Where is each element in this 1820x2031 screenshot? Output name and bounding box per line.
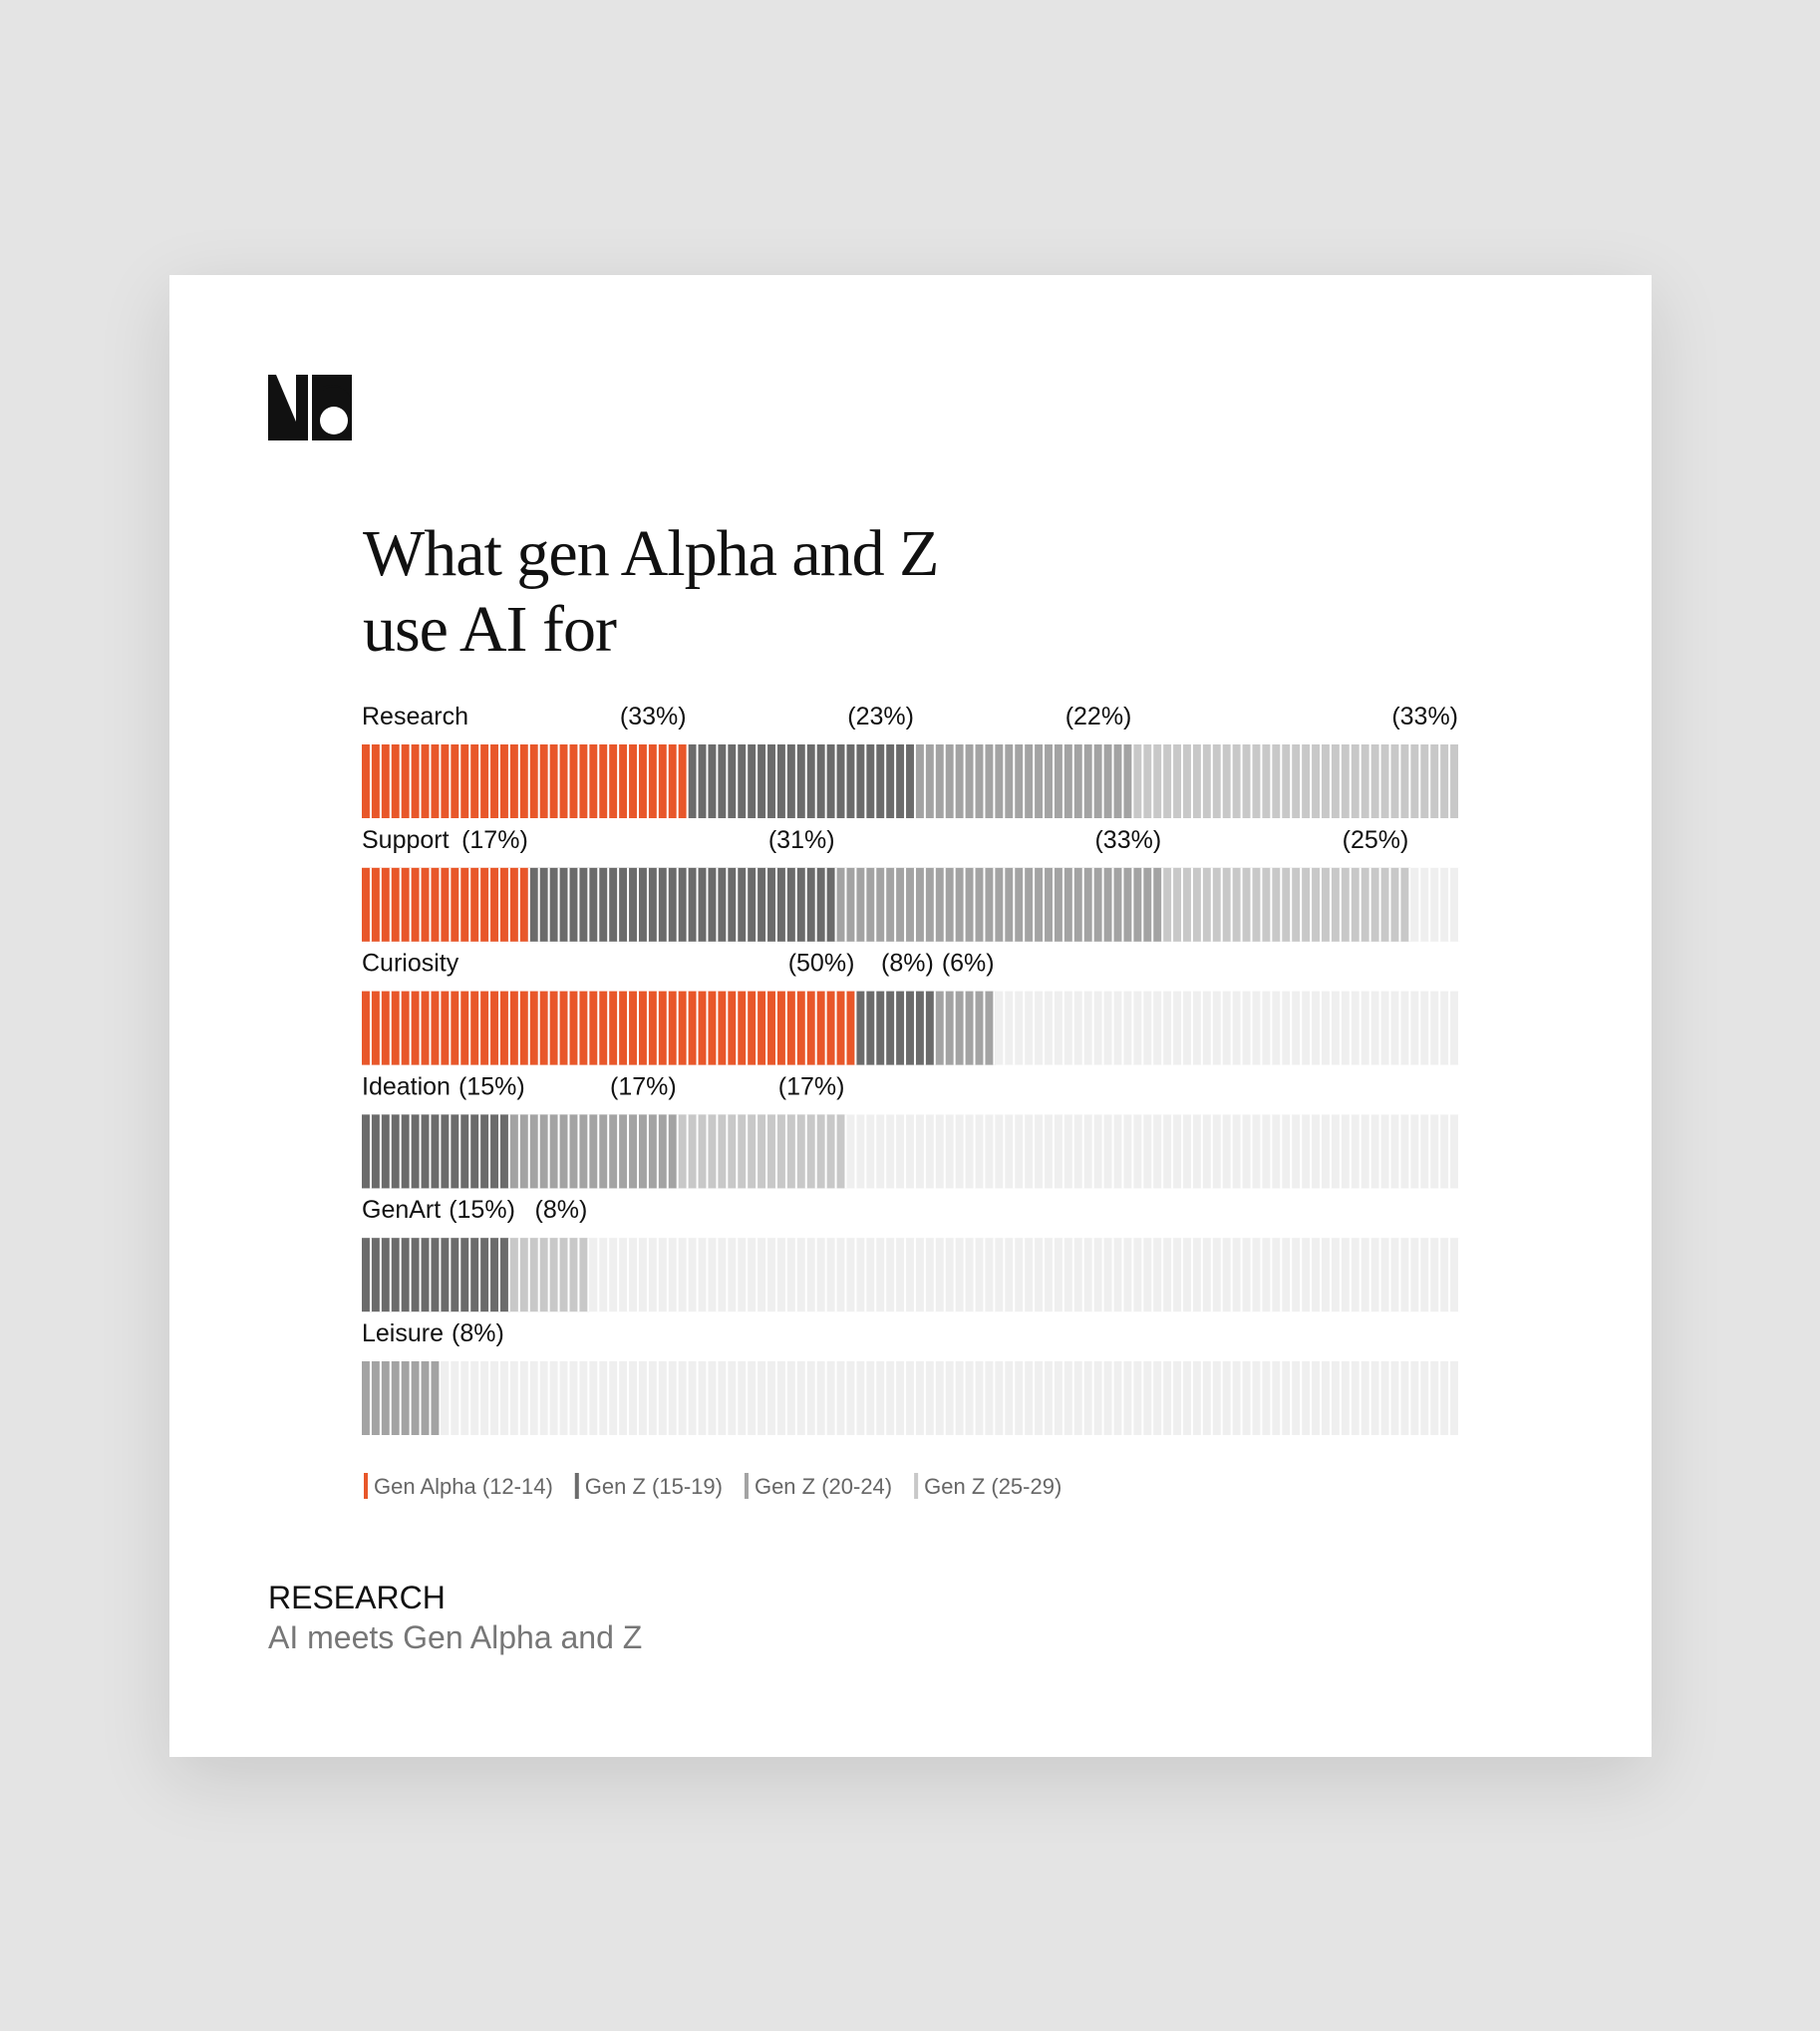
value-label: (23%): [847, 703, 914, 730]
stripe-overlay: [362, 1238, 1460, 1312]
footer-label: RESEARCH: [268, 1580, 446, 1615]
value-label: (50%): [788, 950, 855, 978]
category-label: GenArt: [362, 1196, 441, 1224]
legend-swatch: [574, 1473, 579, 1499]
value-label: (33%): [620, 703, 687, 730]
logo: [268, 375, 352, 440]
value-label: (22%): [1065, 703, 1132, 730]
legend-label: Gen Alpha (12-14): [374, 1474, 553, 1499]
stripe-overlay: [362, 867, 1460, 942]
category-label: Curiosity: [362, 950, 459, 978]
category-label: Leisure: [362, 1319, 444, 1347]
value-label: (31%): [768, 826, 835, 854]
category-label: Research: [362, 703, 468, 730]
legend-label: Gen Z (20-24): [755, 1474, 892, 1499]
value-label: (17%): [778, 1072, 845, 1100]
stripe-overlay: [362, 1114, 1460, 1189]
legend-swatch: [364, 1473, 368, 1499]
category-label: Support: [362, 826, 450, 854]
value-label: (33%): [1391, 703, 1458, 730]
value-label: (15%): [449, 1196, 515, 1224]
legend-swatch: [744, 1473, 749, 1499]
stripe-overlay: [362, 991, 1460, 1065]
footer-subtitle: AI meets Gen Alpha and Z: [268, 1619, 643, 1655]
stripe-overlay: [362, 1361, 1460, 1435]
value-label: (33%): [1094, 826, 1161, 854]
value-label: (17%): [610, 1072, 677, 1100]
legend-swatch: [914, 1473, 919, 1499]
stripe-overlay: [362, 744, 1460, 818]
value-label: (8%): [535, 1196, 588, 1224]
value-label: (8%): [881, 950, 934, 978]
value-label: (8%): [452, 1319, 504, 1347]
legend-label: Gen Z (25-29): [924, 1474, 1062, 1499]
value-label: (6%): [942, 950, 995, 978]
category-label: Ideation: [362, 1072, 451, 1100]
value-label: (17%): [461, 826, 528, 854]
chart-title: What gen Alpha and Z use AI for: [363, 517, 939, 666]
value-label: (15%): [458, 1072, 525, 1100]
value-label: (25%): [1343, 826, 1409, 854]
legend-label: Gen Z (15-19): [585, 1474, 723, 1499]
